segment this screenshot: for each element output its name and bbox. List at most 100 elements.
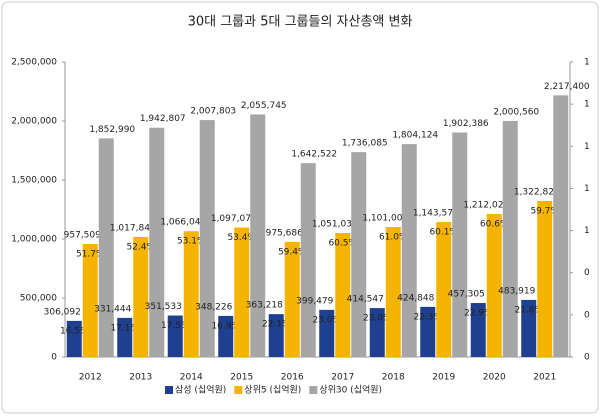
share-label: 22.3% [413,312,442,322]
y-tick-label: 1,500,000 [11,176,57,186]
bar [553,95,569,357]
legend-swatch [165,386,173,394]
share-label: 21.8% [514,305,543,315]
value-label: 1,143,571 [413,209,459,219]
bar [133,236,149,357]
share-label: 22.1% [262,320,291,330]
bar [521,299,537,357]
value-label: 414,547 [347,295,384,305]
share-label: 16.9% [211,321,240,331]
y-tick-label: 2,500,000 [11,58,57,68]
value-label: 1,051,038 [312,219,358,229]
value-label: 2,007,803 [190,107,236,117]
share-label: 59.4% [278,247,307,257]
value-label: 399,479 [296,296,333,306]
y2-tick-label: 1 [584,142,590,152]
y2-tick-label: 1 [584,184,590,194]
y2-tick-label: 1 [584,58,590,68]
value-label: 1,101,008 [362,214,408,224]
legend-swatch [309,386,318,394]
share-label: 60.6% [480,219,509,229]
x-tick-label: 2016 [281,373,304,383]
bar [502,120,518,357]
value-label: 1,902,386 [443,119,489,129]
bar [335,232,351,357]
legend-label: 삼성 (십억원) [175,384,226,396]
bar [82,244,98,357]
y-tick-label: 1,000,000 [11,235,57,245]
legend-swatch [234,386,243,394]
value-label: 1,852,990 [89,125,135,135]
value-label: 1,066,049 [160,218,206,228]
bar [319,309,335,357]
share-label: 52.4% [126,242,155,252]
bar [183,231,199,357]
x-tick-label: 2014 [180,373,203,383]
value-label: 348,226 [195,302,232,312]
value-label: 1,322,823 [514,187,560,197]
x-tick-label: 2017 [331,373,354,383]
bar [470,303,486,357]
bar [351,152,367,357]
bar [486,213,502,357]
bar [284,241,300,357]
share-label: 59.7% [530,206,559,216]
x-tick-label: 2021 [533,373,556,383]
value-label: 975,686 [266,228,303,238]
share-label: 17.1% [110,323,139,333]
value-label: 363,218 [246,301,283,311]
chart-title: 30대 그룹과 5대 그룹들의 자산총액 변화 [188,15,413,30]
y-tick-label: 2,000,000 [11,117,57,127]
y-tick-label: 500,000 [20,294,57,304]
bar [420,306,436,357]
bar [149,127,165,357]
value-label: 1,642,522 [291,150,337,160]
y-tick-label: 0 [51,353,57,363]
share-label: 53.1% [177,237,206,247]
x-tick-label: 2018 [382,373,405,383]
value-label: 424,848 [397,293,434,303]
share-label: 17.5% [161,321,190,331]
bar [537,200,553,357]
value-label: 1,942,807 [140,114,186,124]
value-label: 1,017,849 [110,223,156,233]
legend-label: 상위30 (십억원) [319,384,382,396]
y2-tick-label: 0 [584,268,590,278]
share-label: 61.0% [379,233,408,243]
bar [250,114,266,357]
share-label: 23.0% [312,315,341,325]
bar [234,227,250,357]
share-label: 22.9% [464,309,493,319]
share-label: 51.7% [76,250,105,260]
share-label: 53.4% [227,233,256,243]
x-tick-label: 2013 [129,373,152,383]
value-label: 483,919 [498,286,535,296]
share-label: 16.5% [60,326,89,336]
value-label: 1,097,076 [211,214,257,224]
bar [436,222,452,357]
value-label: 2,000,560 [493,107,539,117]
value-label: 2,217,400 [544,82,590,92]
bar [300,163,316,357]
bar [452,132,468,357]
value-label: 957,509 [64,231,101,241]
bar [218,315,234,357]
share-label: 60.1% [429,228,458,238]
bar [369,308,385,357]
value-label: 457,305 [448,290,485,300]
share-label: 60.5% [328,238,357,248]
value-label: 1,804,124 [392,131,438,141]
value-label: 306,092 [44,307,81,317]
bar [199,120,215,357]
x-tick-label: 2019 [432,373,455,383]
bar [66,320,82,357]
x-tick-label: 2015 [230,373,253,383]
share-label: 23.0% [363,314,392,324]
value-label: 331,444 [94,304,131,314]
value-label: 1,212,022 [463,200,509,210]
bar [401,144,417,357]
x-tick-label: 2020 [483,373,506,383]
bar [117,317,133,357]
x-tick-label: 2012 [79,373,102,383]
